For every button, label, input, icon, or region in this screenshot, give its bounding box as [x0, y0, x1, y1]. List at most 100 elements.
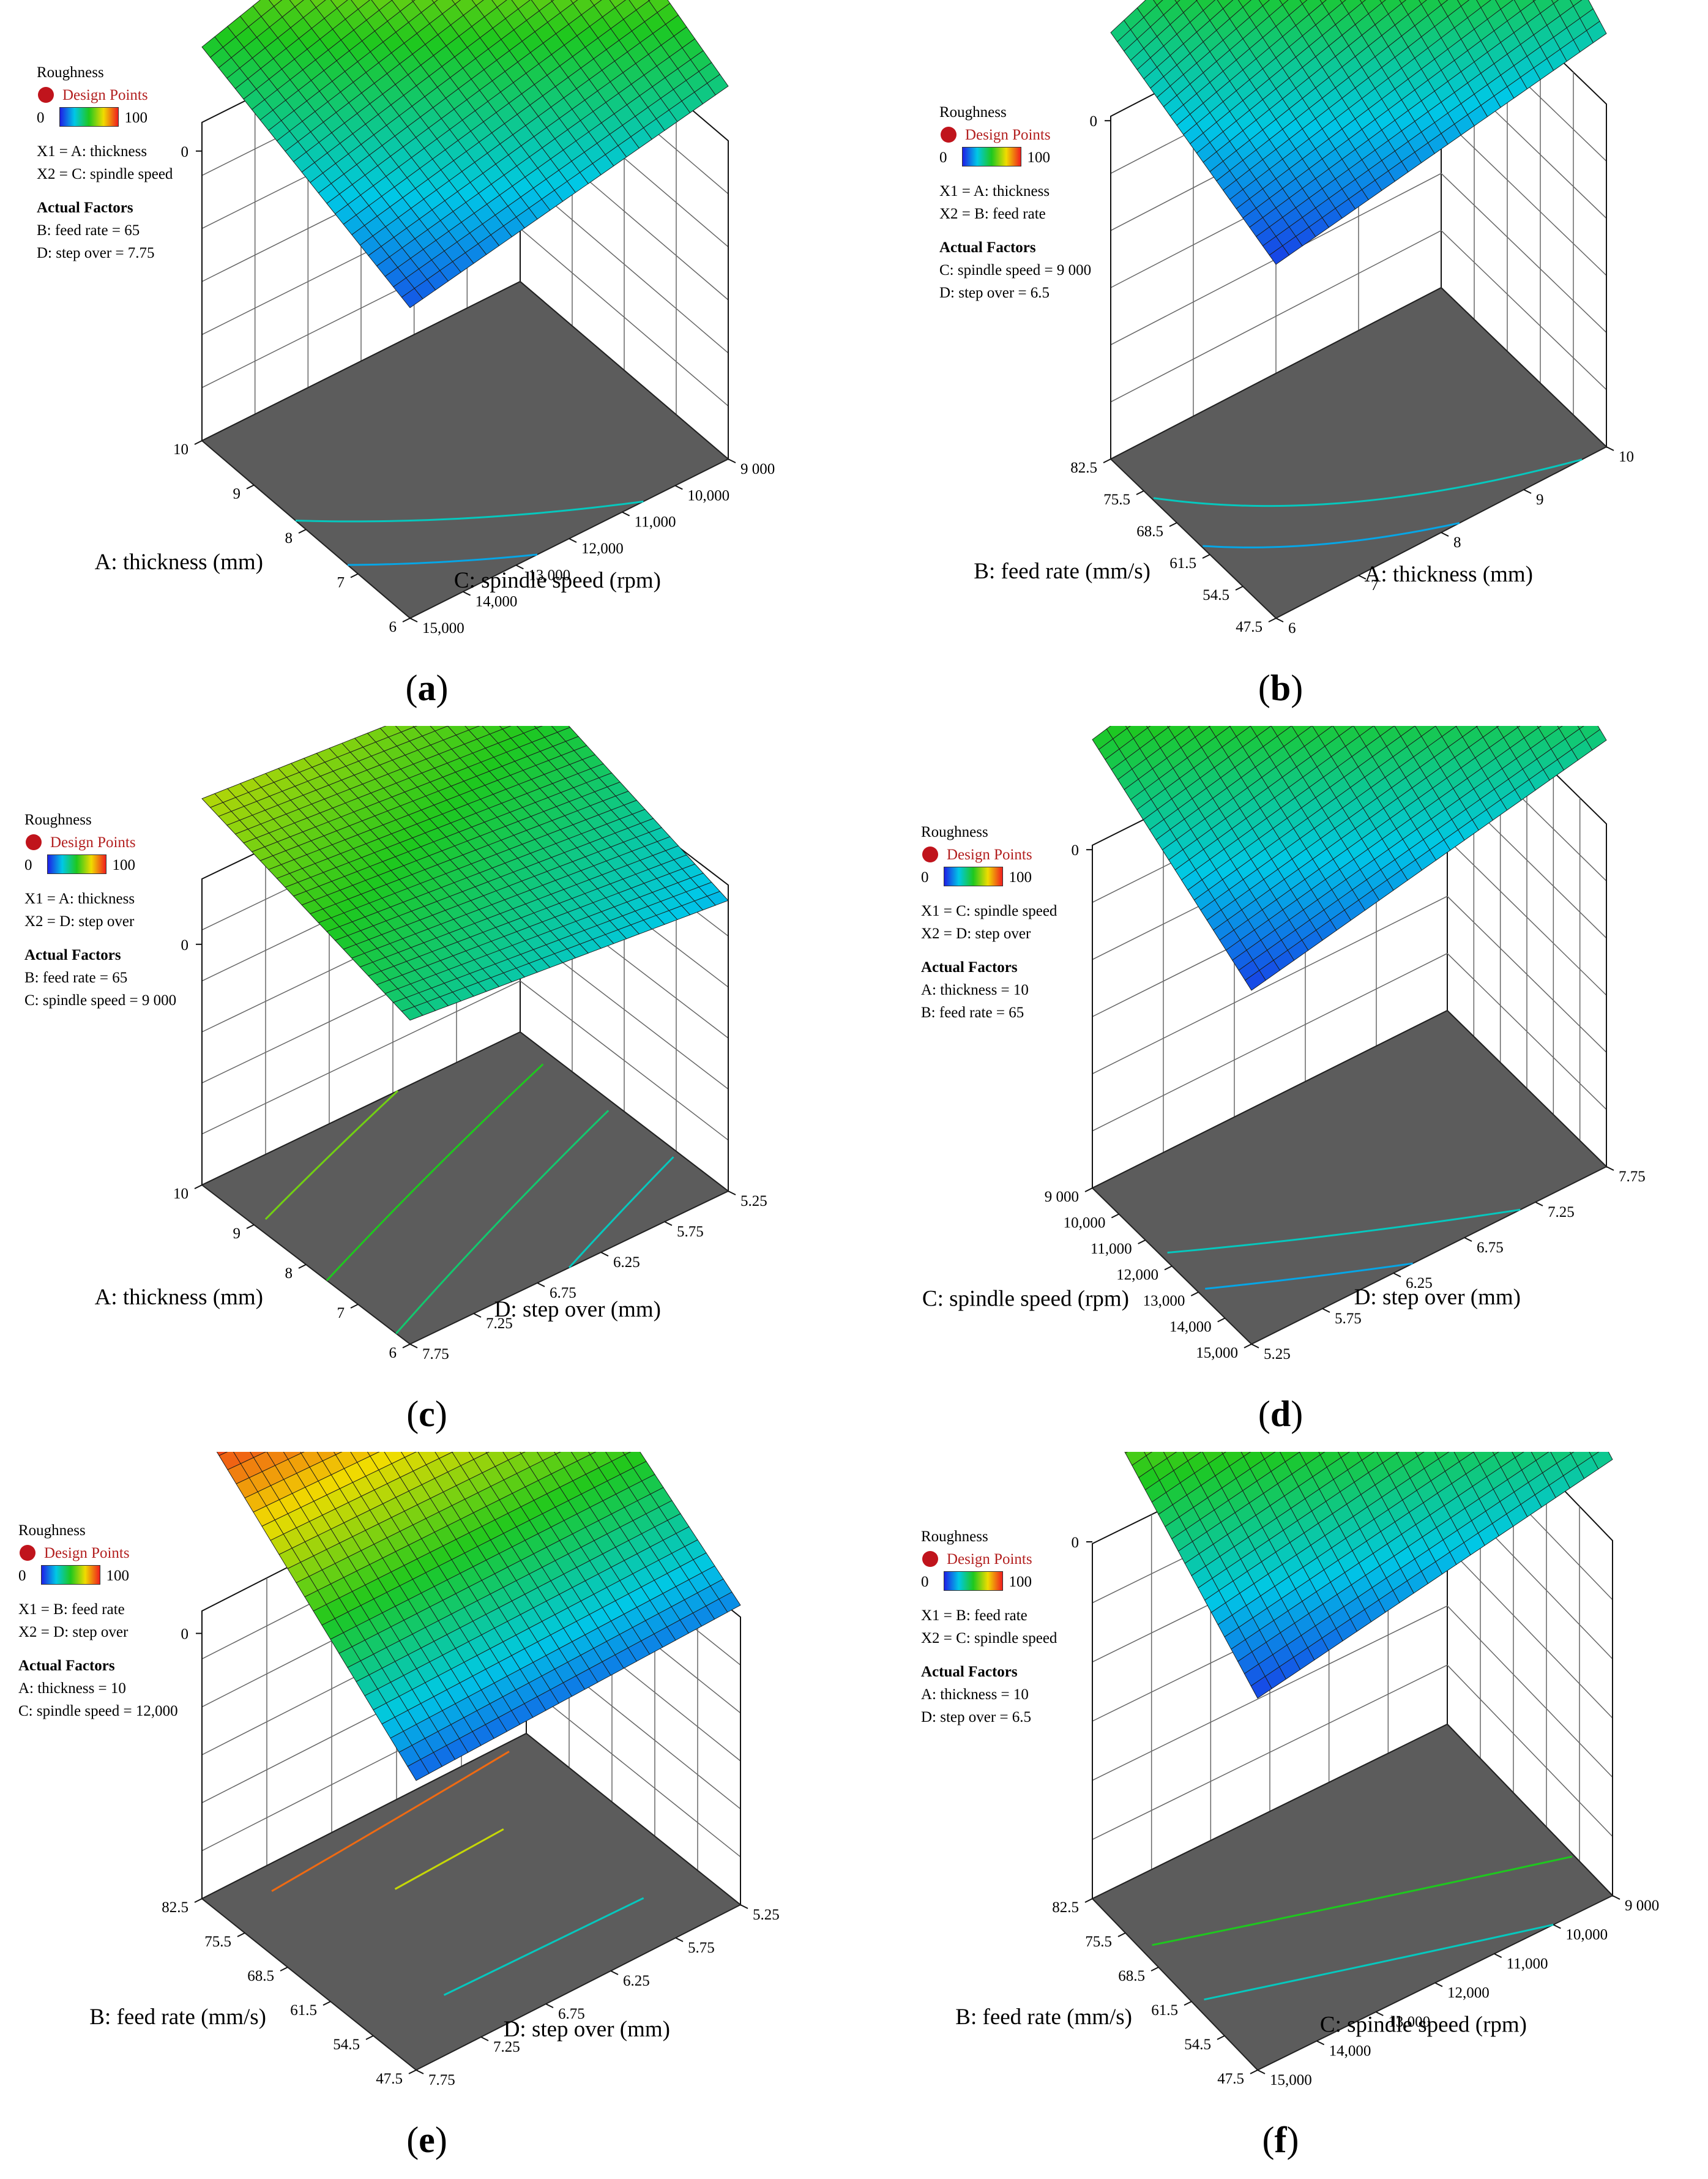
right-tick-label: 7: [1371, 577, 1379, 594]
surface-patch: [1250, 1676, 1272, 1699]
right-axis-title: D: step over (mm): [504, 2017, 670, 2042]
right-tick-label: 6: [1288, 620, 1296, 637]
surface-plot-d: 0 9 000 10,000 11,000 12,000 13,000 14,000 15,0…: [922, 726, 1646, 1362]
left-tick-label: 82.5: [162, 1899, 188, 1916]
left-tick-label: 61.5: [1169, 555, 1196, 572]
left-tick-label: 61.5: [1151, 2002, 1178, 2019]
legend-d: Roughness Design Points 0 100 X1 = C: spindl…: [921, 821, 1057, 1024]
surface-patch: [268, 0, 283, 7]
right-axis-title: D: step over (mm): [494, 1297, 661, 1322]
left-tick-label: 68.5: [1118, 1968, 1145, 1984]
left-tick-label: 7: [337, 575, 345, 591]
design-point-marker-icon: [941, 127, 957, 143]
surface-patch: [1512, 1452, 1524, 1459]
right-tick-label: 6.25: [623, 1973, 650, 1989]
response-surface-c: [201, 726, 729, 1021]
right-tick-label: 14,000: [475, 594, 518, 610]
actual-factors-heading: Actual Factors: [24, 947, 121, 963]
legend-x2: X2 = D: step over: [18, 1624, 129, 1640]
left-tick-label: 9: [233, 486, 241, 503]
legend-title: Roughness: [37, 64, 104, 81]
actual-factor: D: step over = 7.75: [37, 245, 155, 261]
right-tick-label: 12,000: [581, 540, 624, 557]
right-tick-label: 13,000: [528, 567, 570, 583]
right-tick-label: 6.75: [1477, 1239, 1504, 1256]
legend-color-scale: 0 100: [921, 1571, 1057, 1593]
response-surface-d: [1092, 726, 1607, 991]
left-tick-label: 82.5: [1052, 1899, 1079, 1916]
legend-color-scale: 0 100: [939, 146, 1091, 169]
legend-design-points: Design Points: [18, 1542, 178, 1564]
right-tick-label: 11,000: [635, 514, 676, 531]
left-tick-label: 8: [285, 1265, 293, 1282]
surface-patch: [1319, 0, 1327, 4]
legend-title: Roughness: [921, 824, 988, 840]
legend-color-scale: 0 100: [24, 854, 176, 876]
legend-x2: X2 = D: step over: [24, 913, 135, 930]
contour-line-30: [1167, 1208, 1521, 1254]
z-tick-label: 0: [1072, 842, 1080, 859]
contour-line-50: [326, 1063, 544, 1282]
contour-line-40: [395, 1110, 610, 1334]
z-tick-label: 0: [181, 1626, 189, 1643]
base-plane: [1109, 286, 1608, 619]
panel-caption-f: (f): [1262, 2120, 1299, 2160]
base-plane: [201, 1031, 729, 1345]
actual-factor: A: thickness = 10: [921, 1686, 1029, 1703]
right-tick-label: 11,000: [1507, 1956, 1548, 1972]
legend-design-points: Design Points: [37, 84, 173, 107]
panel-caption-e: (e): [406, 2120, 447, 2160]
left-tick-label: 6: [389, 1345, 397, 1361]
legend-x2: X2 = C: spindle speed: [37, 166, 173, 182]
legend-a: Roughness Design Points 0 100 X1 = A: thickn…: [37, 61, 173, 264]
legend-color-scale: 0 100: [921, 866, 1057, 889]
legend-x2: X2 = C: spindle speed: [921, 1630, 1057, 1646]
panel-caption-a: (a): [405, 668, 449, 708]
chart-panel-b: 0 82.5 75.5 68.5 61.5 54.5 47.5 6 7 8 9 10 B: feed r…: [854, 0, 1707, 726]
right-axis-title: C: spindle speed (rpm): [454, 568, 661, 593]
design-point-marker-icon: [26, 834, 42, 850]
surface-patch: [407, 1759, 430, 1781]
left-tick-label: 75.5: [1085, 1934, 1112, 1950]
left-tick-label: 10: [173, 441, 188, 458]
response-surface-b: [1110, 0, 1607, 265]
right-tick-label: 5.75: [688, 1940, 715, 1956]
actual-factors-heading: Actual Factors: [37, 200, 133, 216]
response-surface-a: [201, 0, 729, 308]
actual-factor: C: spindle speed = 9 000: [24, 992, 177, 1009]
panel-caption-b: (b): [1258, 668, 1303, 708]
right-tick-label: 7.75: [422, 1346, 449, 1362]
legend-e: Roughness Design Points 0 100 X1 = B: feed r…: [18, 1519, 178, 1722]
surface-patch: [1174, 0, 1180, 4]
legend-x1: X1 = A: thickness: [37, 143, 147, 160]
base-plane: [201, 1732, 742, 2071]
left-tick-label: 6: [389, 619, 397, 635]
left-tick-label: 7: [337, 1305, 345, 1321]
z-tick-label: 0: [181, 144, 189, 160]
design-point-marker-icon: [38, 87, 54, 103]
contour-line-90: [271, 1751, 510, 1892]
left-tick-label: 75.5: [1103, 491, 1130, 508]
right-tick-label: 12,000: [1447, 1985, 1490, 2001]
panel-caption-c: (c): [406, 1394, 447, 1434]
contour-line-30: [1204, 1924, 1554, 2001]
legend-x1: X1 = B: feed rate: [921, 1607, 1027, 1624]
legend-f: Roughness Design Points 0 100 X1 = B: feed r…: [921, 1525, 1057, 1729]
color-scale-bar: [59, 107, 119, 127]
surface-plot-b: 0 82.5 75.5 68.5 61.5 54.5 47.5 6 7 8 9 10 B: feed r…: [974, 0, 1634, 637]
color-scale-bar: [961, 147, 1021, 166]
surface-patch: [570, 0, 578, 4]
right-tick-label: 15,000: [422, 620, 464, 637]
right-tick-label: 14,000: [1329, 2043, 1371, 2060]
right-tick-label: 13,000: [1388, 2014, 1430, 2030]
left-tick-label: 54.5: [1184, 2036, 1211, 2053]
color-scale-bar: [943, 867, 1003, 886]
actual-factor: A: thickness = 10: [18, 1680, 126, 1697]
legend-design-points: Design Points: [921, 1548, 1057, 1571]
left-tick-label: 75.5: [204, 1934, 231, 1950]
contour-line-30: [295, 500, 644, 523]
left-tick-label: 47.5: [1217, 2071, 1244, 2087]
right-tick-label: 7.25: [493, 2039, 520, 2055]
surface-plot-e: 0 82.5 75.5 68.5 61.5 54.5 47.5 7.75 7.25 6.75 6.2…: [89, 1452, 780, 2088]
response-surface-f: [1124, 1452, 1613, 1699]
